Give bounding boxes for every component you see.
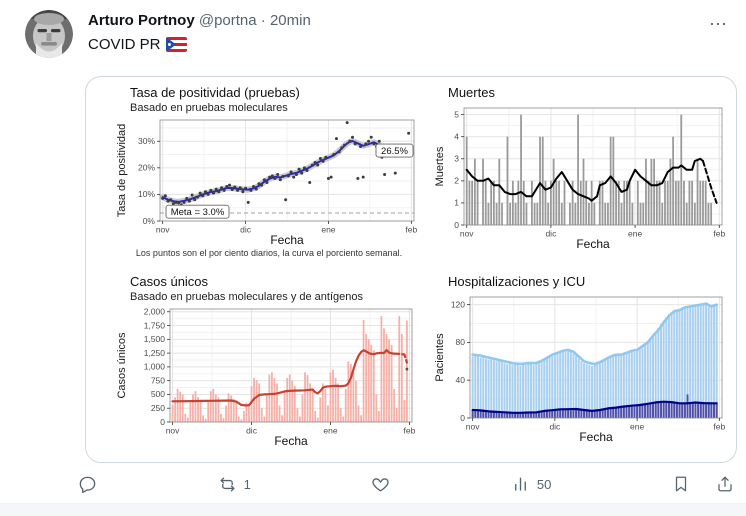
svg-text:80: 80 <box>456 337 466 347</box>
svg-text:0: 0 <box>160 417 165 427</box>
svg-text:nov: nov <box>466 422 480 432</box>
svg-text:1,500: 1,500 <box>144 334 166 344</box>
svg-text:Pacientes: Pacientes <box>434 333 446 382</box>
svg-text:5: 5 <box>454 109 459 119</box>
puerto-rico-flag-icon <box>165 37 187 52</box>
svg-text:750: 750 <box>151 375 165 385</box>
action-bar: 1 50 <box>78 468 734 500</box>
deaths-plot: nov dic ene feb 0 1 2 3 4 5 Muertes <box>434 107 725 239</box>
svg-text:40: 40 <box>456 375 466 385</box>
svg-text:ene: ene <box>628 229 642 239</box>
svg-text:feb: feb <box>405 225 417 235</box>
svg-text:dic: dic <box>240 225 252 235</box>
reply-button[interactable] <box>78 475 97 494</box>
chart-hospital-panel: Hospitalizaciones y ICU nov dic ene feb 0 40 8… <box>426 270 736 462</box>
svg-text:1: 1 <box>454 198 459 208</box>
svg-text:nov: nov <box>460 229 474 239</box>
svg-text:1,250: 1,250 <box>144 348 166 358</box>
svg-text:Tasa de positividad: Tasa de positividad <box>116 124 128 218</box>
view-count: 50 <box>536 476 552 492</box>
svg-text:2: 2 <box>454 176 459 186</box>
svg-text:0: 0 <box>454 220 459 230</box>
chart-subtitle: Basado en pruebas moleculares y de antíg… <box>130 291 363 303</box>
timestamp[interactable]: 20min <box>269 12 311 29</box>
svg-text:20%: 20% <box>138 163 155 173</box>
cases-plot: nov dic ene feb 0 250 500 750 1,000 1,250 1,500 1,7… <box>116 307 416 436</box>
ellipsis-icon: ⋯ <box>709 14 728 34</box>
tweet-text: COVID PR <box>88 36 187 53</box>
x-axis-label: Fecha <box>270 233 304 247</box>
tweet-media-charts[interactable]: Tasa de positividad (pruebas) Basado en … <box>85 76 737 463</box>
svg-text:1,000: 1,000 <box>144 362 166 372</box>
retweet-count: 1 <box>243 476 251 492</box>
svg-text:0: 0 <box>460 413 465 423</box>
display-name[interactable]: Arturo Portnoy <box>88 12 195 29</box>
svg-text:500: 500 <box>151 389 165 399</box>
svg-text:nov: nov <box>156 225 170 235</box>
svg-text:0%: 0% <box>143 216 156 226</box>
share-icon <box>718 476 732 492</box>
svg-text:Casos únicos: Casos únicos <box>116 332 128 399</box>
svg-text:dic: dic <box>545 229 557 239</box>
more-button[interactable]: ⋯ <box>705 10 732 39</box>
next-item-strip <box>0 504 746 516</box>
share-button[interactable] <box>716 475 734 493</box>
retweet-button[interactable]: 1 <box>218 475 251 494</box>
chart-title: Hospitalizaciones y ICU <box>448 274 586 289</box>
bookmark-button[interactable] <box>672 475 690 493</box>
positivity-plot: nov dic ene feb 0% 10% 20% 30% Tasa de positivid… <box>116 119 418 235</box>
heart-icon <box>372 477 390 492</box>
chart-title: Tasa de positividad (pruebas) <box>130 85 300 100</box>
chart-cases-panel: Casos únicos Basado en pruebas molecular… <box>86 270 426 462</box>
svg-text:feb: feb <box>404 426 416 436</box>
tweet-text-label: COVID PR <box>88 36 161 53</box>
tweet-divider <box>0 503 746 504</box>
chart-positivity-panel: Tasa de positividad (pruebas) Basado en … <box>86 77 426 270</box>
svg-text:ene: ene <box>323 426 337 436</box>
chart-deaths-panel: Muertes nov dic ene feb 0 1 2 3 4 5 Muertes Fecha <box>426 77 736 270</box>
svg-text:ene: ene <box>630 422 644 432</box>
views-button[interactable]: 50 <box>511 475 551 494</box>
svg-text:26.5%: 26.5% <box>381 146 408 157</box>
tweet-header: Arturo Portnoy @portna · 20min <box>88 12 311 29</box>
avatar-portrait-image <box>25 10 73 58</box>
svg-text:dic: dic <box>246 426 258 436</box>
svg-text:dic: dic <box>549 422 561 432</box>
svg-text:30%: 30% <box>138 136 155 146</box>
svg-text:2,000: 2,000 <box>144 307 166 317</box>
reply-icon <box>79 476 96 493</box>
chart-title: Muertes <box>448 85 495 100</box>
like-button[interactable] <box>371 475 390 494</box>
x-axis-label: Fecha <box>274 434 308 448</box>
svg-text:120: 120 <box>451 299 465 309</box>
svg-text:ene: ene <box>321 225 335 235</box>
retweet-icon <box>220 476 235 492</box>
bookmark-icon <box>675 476 687 492</box>
svg-text:1,750: 1,750 <box>144 320 166 330</box>
avatar[interactable] <box>25 10 73 58</box>
svg-text:3: 3 <box>454 154 459 164</box>
svg-text:250: 250 <box>151 403 165 413</box>
svg-text:feb: feb <box>713 229 725 239</box>
x-axis-label: Fecha <box>576 237 610 251</box>
svg-text:Meta = 3.0%: Meta = 3.0% <box>171 207 225 218</box>
hospital-plot: nov dic ene feb 0 40 80 120 Pacientes <box>434 296 726 432</box>
svg-text:feb: feb <box>713 422 725 432</box>
chart-caption: Los puntos son el por ciento diarios, la… <box>135 248 403 258</box>
chart-subtitle: Basado en pruebas moleculares <box>130 102 288 114</box>
svg-text:nov: nov <box>166 426 180 436</box>
dot-separator: · <box>260 12 266 29</box>
svg-text:Muertes: Muertes <box>434 146 446 186</box>
user-handle[interactable]: @portna <box>198 12 257 29</box>
svg-text:4: 4 <box>454 131 459 141</box>
x-axis-label: Fecha <box>579 430 613 444</box>
bar-chart-icon <box>514 476 526 491</box>
svg-text:10%: 10% <box>138 189 155 199</box>
chart-title: Casos únicos <box>130 274 209 289</box>
